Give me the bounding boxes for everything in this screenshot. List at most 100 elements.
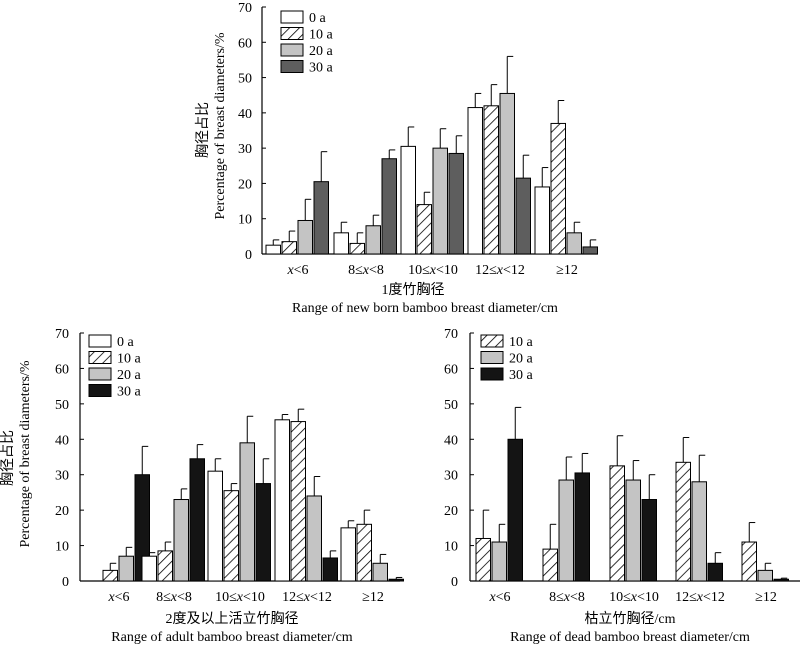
x-tick-label: ≥12 [755, 590, 777, 605]
x-tick-label: 8≤x<8 [549, 590, 585, 605]
bar [118, 555, 134, 582]
bar [741, 541, 757, 582]
y-axis-title-cn: 胸径占比 [0, 430, 16, 486]
x-axis-title-en: Range of dead bamboo breast diameter/cm [510, 630, 750, 645]
bar [542, 548, 558, 582]
bar [448, 152, 464, 255]
bar [558, 479, 574, 582]
bar [340, 527, 356, 582]
x-tick-label: x<6 [488, 590, 510, 605]
y-axis-title-cn: 胸径占比 [195, 102, 211, 158]
y-tick-label: 50 [444, 398, 458, 413]
legend-swatch [480, 334, 504, 348]
bar [207, 470, 223, 582]
bar [609, 465, 625, 582]
bar [625, 479, 641, 582]
legend-swatch [88, 351, 112, 364]
y-axis-title-en: Percentage of breast diameters/% [213, 32, 228, 219]
y-tick-label: 30 [444, 469, 458, 484]
bar [582, 246, 598, 255]
x-axis-title-cn: 1度竹胸径 [382, 282, 445, 298]
x-tick-label: x<6 [286, 263, 308, 278]
y-tick-label: 10 [444, 540, 458, 555]
y-axis-title-en: Percentage of breast diameters/% [18, 360, 33, 547]
legend-swatch [280, 27, 304, 40]
legend-label: 10 a [309, 28, 334, 43]
bar [356, 523, 372, 582]
bar [483, 105, 499, 255]
y-tick-label: 10 [55, 540, 69, 555]
bar [322, 557, 338, 582]
bar [641, 499, 657, 582]
bar [507, 438, 523, 582]
legend-label: 30 a [509, 368, 534, 383]
y-tick-label: 20 [444, 504, 458, 519]
x-tick-label: 10≤x<10 [215, 590, 265, 605]
chart-new-born-bamboo: 胸径占比 Percentage of breast diameters/% 1度… [195, 1, 598, 316]
legend-label: 20 a [117, 368, 142, 383]
legend-label: 20 a [509, 352, 534, 367]
bar [173, 499, 189, 582]
legend-swatch [88, 334, 112, 348]
bar [388, 578, 404, 582]
legend-label: 10 a [117, 352, 142, 367]
bar [239, 442, 255, 582]
y-tick-label: 40 [55, 433, 69, 448]
chart-adult-bamboo: 胸径占比 Percentage of breast diameters/% 2度… [0, 327, 404, 645]
bar [773, 578, 789, 582]
y-tick-label: 20 [55, 504, 69, 519]
x-tick-label: 8≤x<8 [348, 263, 384, 278]
bar [189, 458, 205, 582]
bar [707, 562, 723, 582]
y-tick-label: 30 [238, 142, 252, 157]
bar [372, 562, 388, 582]
x-tick-label: 12≤x<12 [282, 590, 332, 605]
bar [515, 177, 531, 255]
legend-label: 0 a [309, 11, 327, 26]
bar [550, 122, 566, 255]
legend-label: 30 a [309, 61, 334, 76]
x-axis-title-en: Range of adult bamboo breast diameter/cm [111, 630, 353, 645]
bar [400, 145, 416, 255]
bar [691, 481, 707, 582]
bar [255, 483, 271, 582]
y-tick-label: 70 [238, 1, 252, 16]
bar [281, 241, 297, 255]
y-tick-label: 70 [55, 327, 69, 342]
legend-label: 30 a [117, 385, 142, 400]
legend-swatch [88, 384, 112, 397]
x-tick-label: 12≤x<12 [675, 590, 725, 605]
x-tick-label: 10≤x<10 [408, 263, 458, 278]
bar [333, 232, 349, 255]
bar [475, 537, 491, 582]
bar [566, 232, 582, 255]
y-tick-label: 60 [444, 362, 458, 377]
bar [365, 225, 381, 255]
y-tick-label: 0 [451, 575, 458, 590]
bar [416, 204, 432, 255]
bar [306, 495, 322, 582]
y-tick-label: 40 [444, 433, 458, 448]
legend-swatch [480, 351, 504, 364]
bar [534, 186, 550, 255]
bar [574, 472, 590, 582]
bar [297, 219, 313, 255]
y-tick-label: 40 [238, 107, 252, 122]
y-tick-label: 60 [55, 362, 69, 377]
x-axis-title-en: Range of new born bamboo breast diameter… [292, 301, 558, 316]
bar [141, 555, 157, 582]
y-tick-label: 60 [238, 36, 252, 51]
x-tick-label: x<6 [107, 590, 129, 605]
y-tick-label: 20 [238, 177, 252, 192]
x-tick-label: 10≤x<10 [609, 590, 659, 605]
y-tick-label: 50 [238, 72, 252, 87]
bar [675, 461, 691, 582]
legend-swatch [88, 367, 112, 381]
y-tick-label: 10 [238, 213, 252, 228]
legend-label: 20 a [309, 44, 334, 59]
bar [432, 147, 448, 255]
bar [757, 569, 773, 582]
y-tick-label: 50 [55, 398, 69, 413]
bar [290, 421, 306, 582]
